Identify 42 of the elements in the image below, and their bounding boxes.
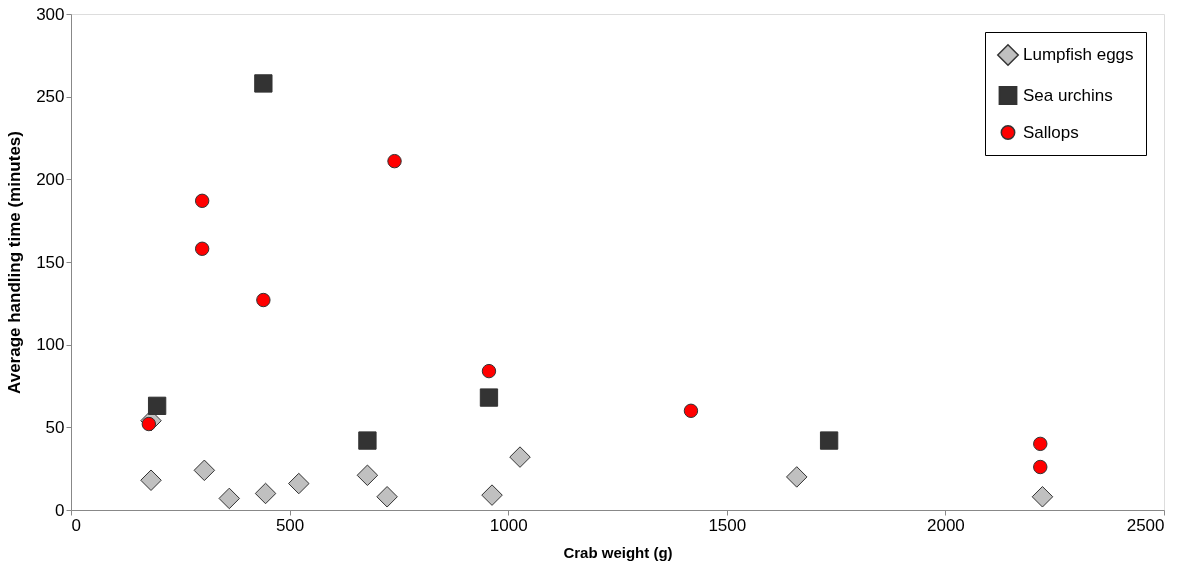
y-tick-label: 300 — [36, 4, 65, 24]
point — [218, 487, 241, 510]
y-axis-title: Average handling time (minutes) — [5, 131, 25, 394]
point — [481, 363, 497, 379]
point — [1033, 459, 1048, 475]
point — [509, 446, 531, 468]
legend-label: Lumpfish eggs — [1023, 45, 1134, 64]
point — [254, 482, 277, 505]
x-tick-label: 1500 — [708, 515, 747, 535]
y-tick-label: 50 — [45, 417, 65, 437]
x-tick-label: 1000 — [489, 515, 528, 535]
x-tick-label: 500 — [275, 515, 305, 535]
point — [387, 153, 402, 169]
point — [356, 464, 379, 487]
point — [786, 466, 808, 488]
point — [256, 292, 271, 308]
legend-label: Sea urchins — [1023, 85, 1113, 105]
y-tick-label: 150 — [36, 252, 65, 272]
y-tick-label: 0 — [55, 500, 65, 520]
legend-label: Sallops — [1023, 122, 1079, 142]
x-tick-label: 0 — [71, 515, 81, 535]
point — [140, 469, 162, 491]
point — [1031, 486, 1054, 508]
point — [288, 472, 310, 495]
point — [683, 403, 699, 418]
point — [358, 431, 377, 450]
x-tick-label: 2500 — [1126, 515, 1165, 535]
x-axis-title: Crab weight (g) — [563, 543, 673, 561]
x-tick-label: 2000 — [926, 515, 965, 535]
point — [479, 388, 499, 407]
point — [376, 486, 398, 508]
point — [254, 74, 273, 93]
point — [193, 459, 216, 482]
point — [1033, 436, 1048, 452]
point — [819, 431, 839, 450]
point — [194, 241, 210, 256]
point — [194, 193, 210, 209]
point — [147, 396, 167, 415]
y-tick-label: 100 — [36, 335, 65, 355]
point — [481, 484, 503, 506]
y-tick-label: 200 — [36, 169, 65, 189]
y-tick-label: 250 — [36, 87, 65, 107]
